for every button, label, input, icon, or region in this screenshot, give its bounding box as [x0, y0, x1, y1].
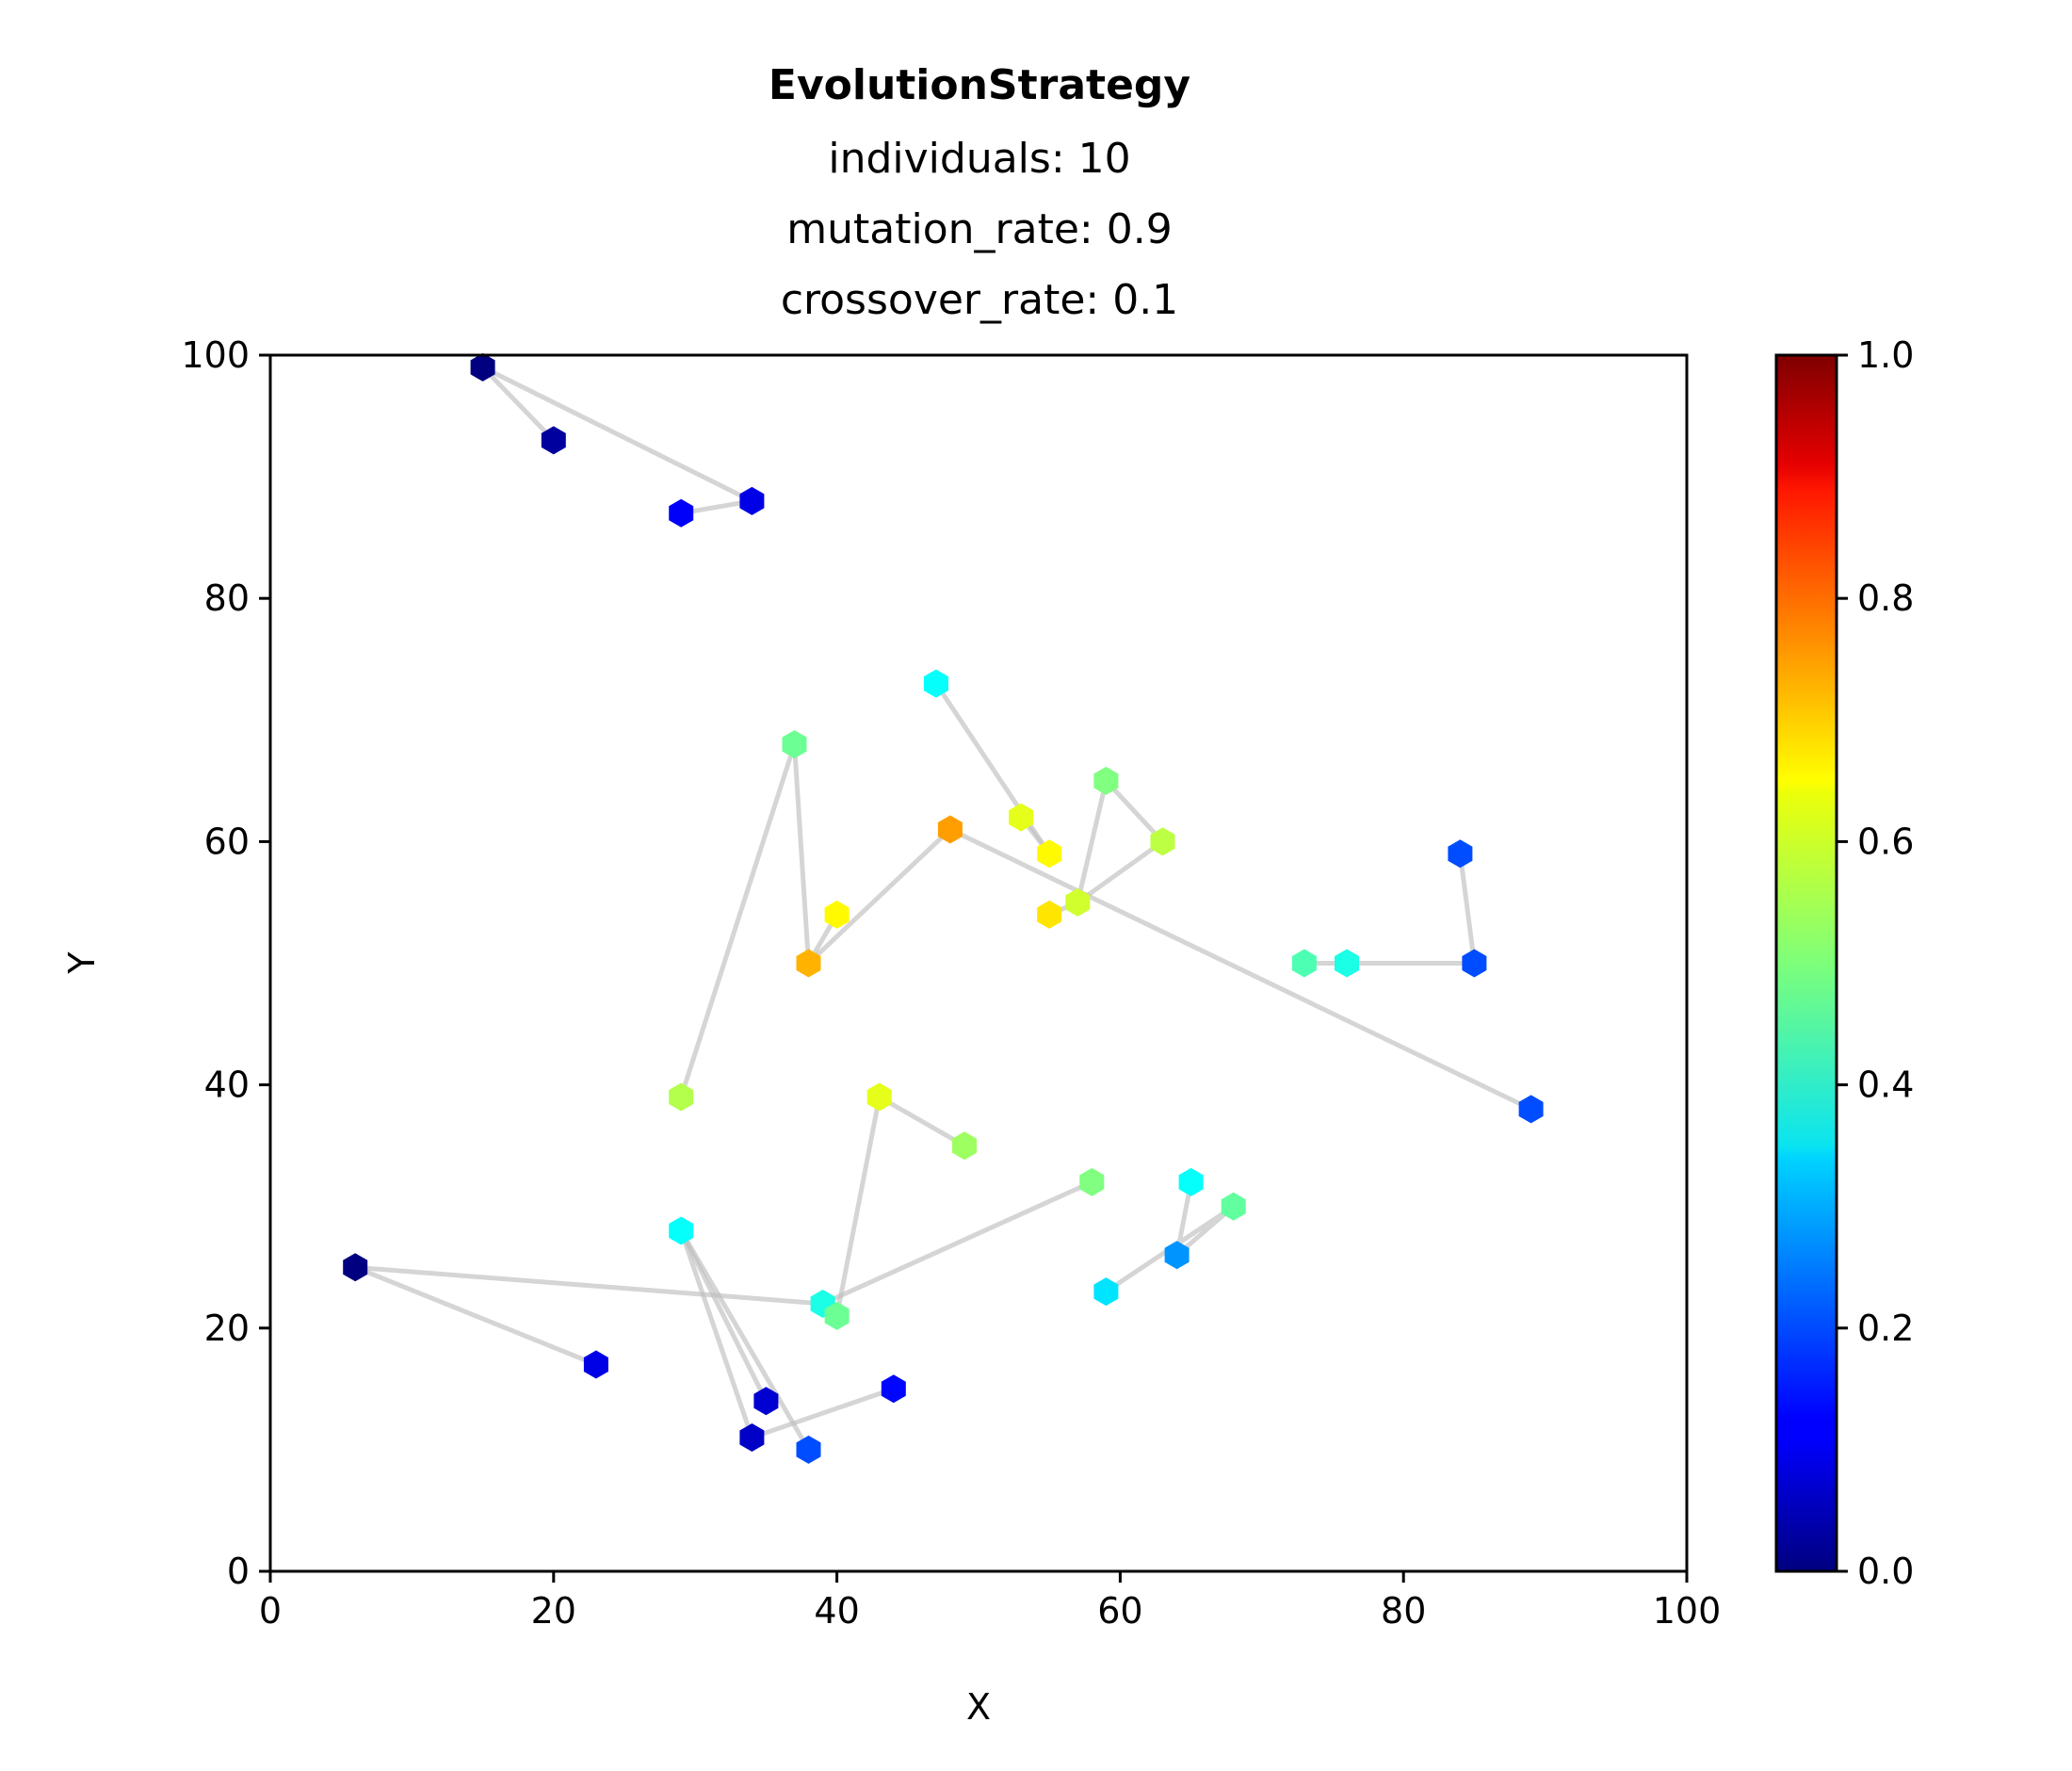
path-line-14	[1103, 1179, 1237, 1294]
data-point-16	[1291, 949, 1317, 978]
data-point-10	[1037, 839, 1062, 869]
path-lines	[352, 365, 1534, 1453]
y-tick-label-2: 40	[204, 1064, 250, 1106]
data-point-0	[470, 352, 495, 382]
data-point-11	[1448, 839, 1473, 869]
data-point-19	[669, 1082, 694, 1112]
path-line-2	[678, 741, 840, 1099]
y-tick-label-1: 20	[204, 1308, 250, 1349]
data-point-21	[1518, 1095, 1544, 1124]
data-point-29	[1093, 1277, 1119, 1307]
x-tick-label-1: 20	[531, 1590, 576, 1632]
data-point-35	[739, 1423, 765, 1452]
colorbar-tick-label-2: 0.4	[1857, 1064, 1914, 1106]
y-axis-ticks: 0 20 40 60 80 100	[181, 334, 270, 1592]
data-point-28	[343, 1253, 368, 1282]
x-tick-label-3: 60	[1097, 1590, 1142, 1632]
x-tick-label-4: 80	[1381, 1590, 1426, 1632]
x-tick-label-2: 40	[814, 1590, 859, 1632]
plot-area-frame	[268, 353, 1689, 1573]
subtitle-line-2: mutation_rate: 0.9	[786, 205, 1172, 253]
path-line-8	[352, 1264, 599, 1367]
x-axis-label: X	[966, 1686, 991, 1728]
chart-title-block: EvolutionStrategy individuals: 10 mutati…	[769, 61, 1190, 324]
path-line-6	[1046, 778, 1165, 918]
subtitle-line-3: crossover_rate: 0.1	[781, 276, 1178, 324]
data-point-25	[1221, 1192, 1246, 1221]
path-line-9	[352, 1179, 1094, 1307]
data-point-26	[669, 1216, 694, 1245]
x-tick-label-5: 100	[1653, 1590, 1722, 1632]
data-point-9	[1150, 827, 1175, 856]
data-point-22	[952, 1131, 977, 1161]
data-point-13	[824, 900, 850, 929]
y-tick-label-5: 100	[181, 334, 250, 376]
path-line-11	[678, 1228, 811, 1453]
data-point-15	[796, 949, 821, 978]
path-line-13	[834, 1095, 967, 1319]
x-axis-ticks: 0 20 40 60 80 100	[259, 1571, 1721, 1632]
colorbar-tick-label-3: 0.6	[1857, 821, 1914, 862]
x-tick-label-0: 0	[259, 1590, 282, 1632]
colorbar-tick-label-0: 0.0	[1857, 1551, 1914, 1592]
data-point-31	[824, 1301, 850, 1330]
colorbar-tick-label-5: 1.0	[1857, 334, 1914, 376]
data-point-8	[937, 815, 963, 844]
data-point-4	[923, 669, 948, 698]
data-point-18	[1462, 949, 1487, 978]
data-point-36	[796, 1435, 821, 1464]
y-tick-label-0: 0	[227, 1551, 250, 1592]
data-point-1	[541, 426, 566, 455]
data-point-23	[1079, 1167, 1105, 1196]
data-point-20	[866, 1082, 892, 1112]
data-point-7	[1009, 803, 1034, 832]
data-point-6	[1093, 766, 1119, 795]
y-tick-label-3: 60	[204, 821, 250, 862]
data-point-12	[1065, 887, 1091, 917]
data-point-27	[1164, 1241, 1190, 1270]
path-line-12	[678, 1228, 897, 1440]
data-point-2	[739, 486, 765, 515]
y-axis-label: Y	[61, 951, 103, 975]
subtitle-line-1: individuals: 10	[828, 135, 1130, 183]
data-point-24	[1178, 1167, 1204, 1196]
data-point-14	[1037, 900, 1062, 929]
data-point-34	[753, 1387, 779, 1416]
chart-title: EvolutionStrategy	[769, 61, 1190, 109]
path-line-0	[480, 365, 754, 504]
data-point-3	[669, 498, 694, 528]
path-line-3	[806, 827, 1534, 1112]
data-points	[343, 352, 1544, 1464]
colorbar-tick-label-4: 0.8	[1857, 577, 1914, 619]
colorbar-tick-label-1: 0.2	[1857, 1308, 1914, 1349]
colorbar	[1774, 353, 1838, 1573]
data-point-32	[583, 1350, 608, 1379]
data-point-17	[1335, 949, 1359, 978]
data-point-5	[782, 730, 807, 759]
colorbar-ticks: 0.0 0.2 0.4 0.6 0.8 1.0	[1837, 334, 1914, 1592]
data-point-33	[881, 1374, 906, 1404]
path-line-7	[1302, 851, 1477, 966]
y-tick-label-4: 80	[204, 577, 250, 619]
